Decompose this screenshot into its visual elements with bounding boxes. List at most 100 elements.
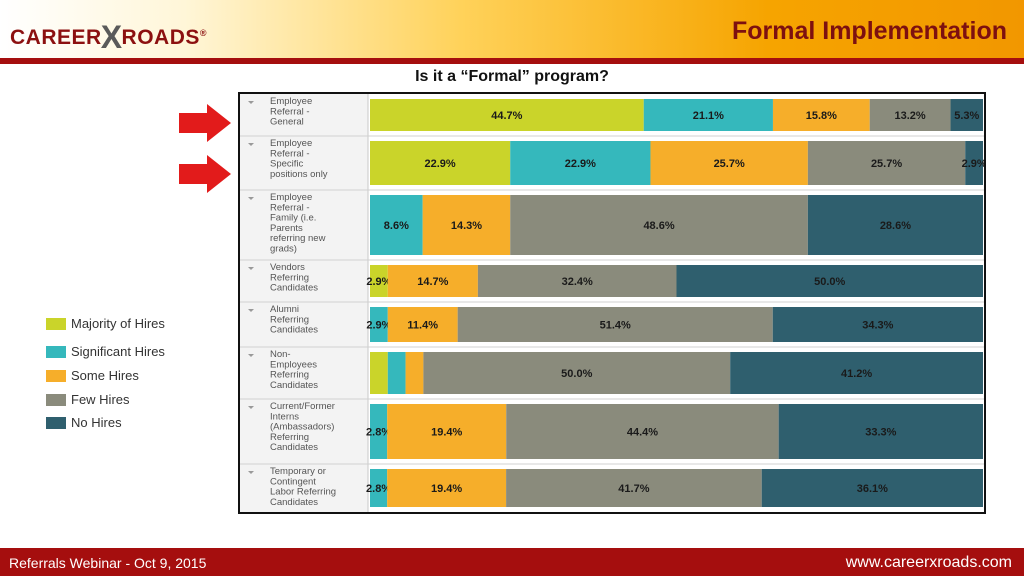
bar-segment bbox=[387, 404, 507, 459]
bar-segment bbox=[506, 469, 762, 507]
legend-label: Some Hires bbox=[71, 368, 139, 383]
data-label: 2.8% bbox=[366, 483, 391, 495]
footer-event-label: Referrals Webinar - Oct 9, 2015 bbox=[9, 555, 207, 571]
bar-segment bbox=[772, 99, 870, 131]
category-label: Referral - bbox=[270, 202, 310, 213]
legend-label: Few Hires bbox=[71, 392, 130, 407]
data-label: 25.7% bbox=[871, 158, 902, 170]
bar-segment bbox=[477, 265, 677, 297]
slide-header bbox=[0, 0, 1024, 58]
bar-segment bbox=[387, 307, 458, 342]
category-label: Alumni bbox=[270, 304, 299, 315]
bar-segment bbox=[387, 352, 406, 394]
header-rule bbox=[0, 58, 1024, 64]
dropdown-caret-icon bbox=[248, 406, 254, 409]
data-label: 50.0% bbox=[561, 368, 592, 380]
data-label: 19.4% bbox=[431, 427, 462, 439]
category-label: Referral - bbox=[270, 148, 310, 159]
category-label: (Ambassadors) bbox=[270, 422, 334, 433]
careerxroads-logo: CAREERXROADS® bbox=[10, 15, 208, 55]
data-label: 11.4% bbox=[407, 320, 438, 332]
bar-segment bbox=[422, 195, 511, 255]
bar-segment bbox=[370, 469, 388, 507]
legend-label: Majority of Hires bbox=[71, 316, 165, 331]
data-label: 15.8% bbox=[806, 110, 837, 122]
logo-registered-mark: ® bbox=[199, 28, 208, 38]
data-label: 19.4% bbox=[431, 483, 462, 495]
legend-swatch bbox=[46, 394, 66, 406]
category-label: grads) bbox=[270, 244, 297, 255]
bar-segment bbox=[370, 195, 423, 255]
data-label: 34.3% bbox=[862, 320, 893, 332]
dropdown-caret-icon bbox=[248, 471, 254, 474]
category-label: Interns bbox=[270, 411, 299, 422]
data-label: 44.7% bbox=[491, 110, 522, 122]
bar-segment bbox=[650, 141, 808, 185]
dropdown-caret-icon bbox=[248, 309, 254, 312]
dropdown-caret-icon bbox=[248, 267, 254, 270]
legend-swatch bbox=[46, 346, 66, 358]
data-label: 28.6% bbox=[880, 220, 911, 232]
bar-segment bbox=[643, 99, 773, 131]
category-label: Employees bbox=[270, 359, 317, 370]
category-label: Specific bbox=[270, 159, 304, 170]
bar-segment bbox=[405, 352, 424, 394]
category-column-bg bbox=[240, 94, 368, 512]
data-label: 41.7% bbox=[618, 483, 649, 495]
bar-segment bbox=[807, 141, 966, 185]
category-label: positions only bbox=[270, 169, 328, 180]
legend-swatch bbox=[46, 370, 66, 382]
data-label: 22.9% bbox=[425, 158, 456, 170]
data-label: 51.4% bbox=[600, 320, 631, 332]
bar-segment bbox=[510, 141, 651, 185]
data-label: 14.7% bbox=[417, 276, 448, 288]
legend-label: Significant Hires bbox=[71, 344, 165, 359]
bar-segment bbox=[370, 99, 644, 131]
data-label: 25.7% bbox=[714, 158, 745, 170]
bar-segment bbox=[387, 469, 507, 507]
data-label: 33.3% bbox=[865, 427, 896, 439]
category-label: Vendors bbox=[270, 262, 305, 273]
data-label: 13.2% bbox=[895, 110, 926, 122]
category-label: Parents bbox=[270, 223, 303, 234]
bar-segment bbox=[457, 307, 773, 342]
legend-label: No Hires bbox=[71, 415, 122, 430]
slide-title: Formal Implementation bbox=[731, 17, 1007, 45]
bar-segment bbox=[506, 404, 779, 459]
category-label: Candidates bbox=[270, 283, 318, 294]
category-label: Referring bbox=[270, 432, 309, 443]
data-label: 8.6% bbox=[384, 220, 409, 232]
bar-segment bbox=[730, 352, 983, 394]
bar-segment bbox=[950, 99, 983, 131]
data-label: 14.3% bbox=[451, 220, 482, 232]
red-arrow-icon bbox=[179, 104, 231, 142]
category-label: Referring bbox=[270, 370, 309, 381]
data-label: 2.9% bbox=[366, 276, 391, 288]
bar-segment bbox=[370, 307, 388, 342]
bar-segment bbox=[423, 352, 731, 394]
bar-segment bbox=[370, 265, 388, 297]
category-label: Referring bbox=[270, 272, 309, 283]
bar-segment bbox=[387, 265, 478, 297]
red-arrow-icon bbox=[179, 155, 231, 193]
data-label: 2.8% bbox=[366, 427, 391, 439]
category-label: Labor Referring bbox=[270, 487, 336, 498]
data-label: 21.1% bbox=[693, 110, 724, 122]
data-label: 2.9% bbox=[962, 158, 984, 170]
category-label: Candidates bbox=[270, 380, 318, 391]
footer-website: www.careerxroads.com bbox=[845, 554, 1012, 571]
bar-segment bbox=[869, 99, 951, 131]
bar-segment bbox=[370, 141, 511, 185]
logo-left: CAREER bbox=[10, 26, 102, 49]
data-label: 32.4% bbox=[562, 276, 593, 288]
bar-segment bbox=[778, 404, 983, 459]
logo-x: X bbox=[100, 19, 123, 55]
chart-frame: Employee Referral - General 44.7% 21.1% 15.8%… bbox=[238, 92, 987, 514]
category-label: Candidates bbox=[270, 497, 318, 508]
bar-segment bbox=[761, 469, 983, 507]
dropdown-caret-icon bbox=[248, 197, 254, 200]
data-label: 50.0% bbox=[814, 276, 845, 288]
category-label: Contingent bbox=[270, 476, 316, 487]
data-label: 5.3% bbox=[954, 110, 979, 122]
